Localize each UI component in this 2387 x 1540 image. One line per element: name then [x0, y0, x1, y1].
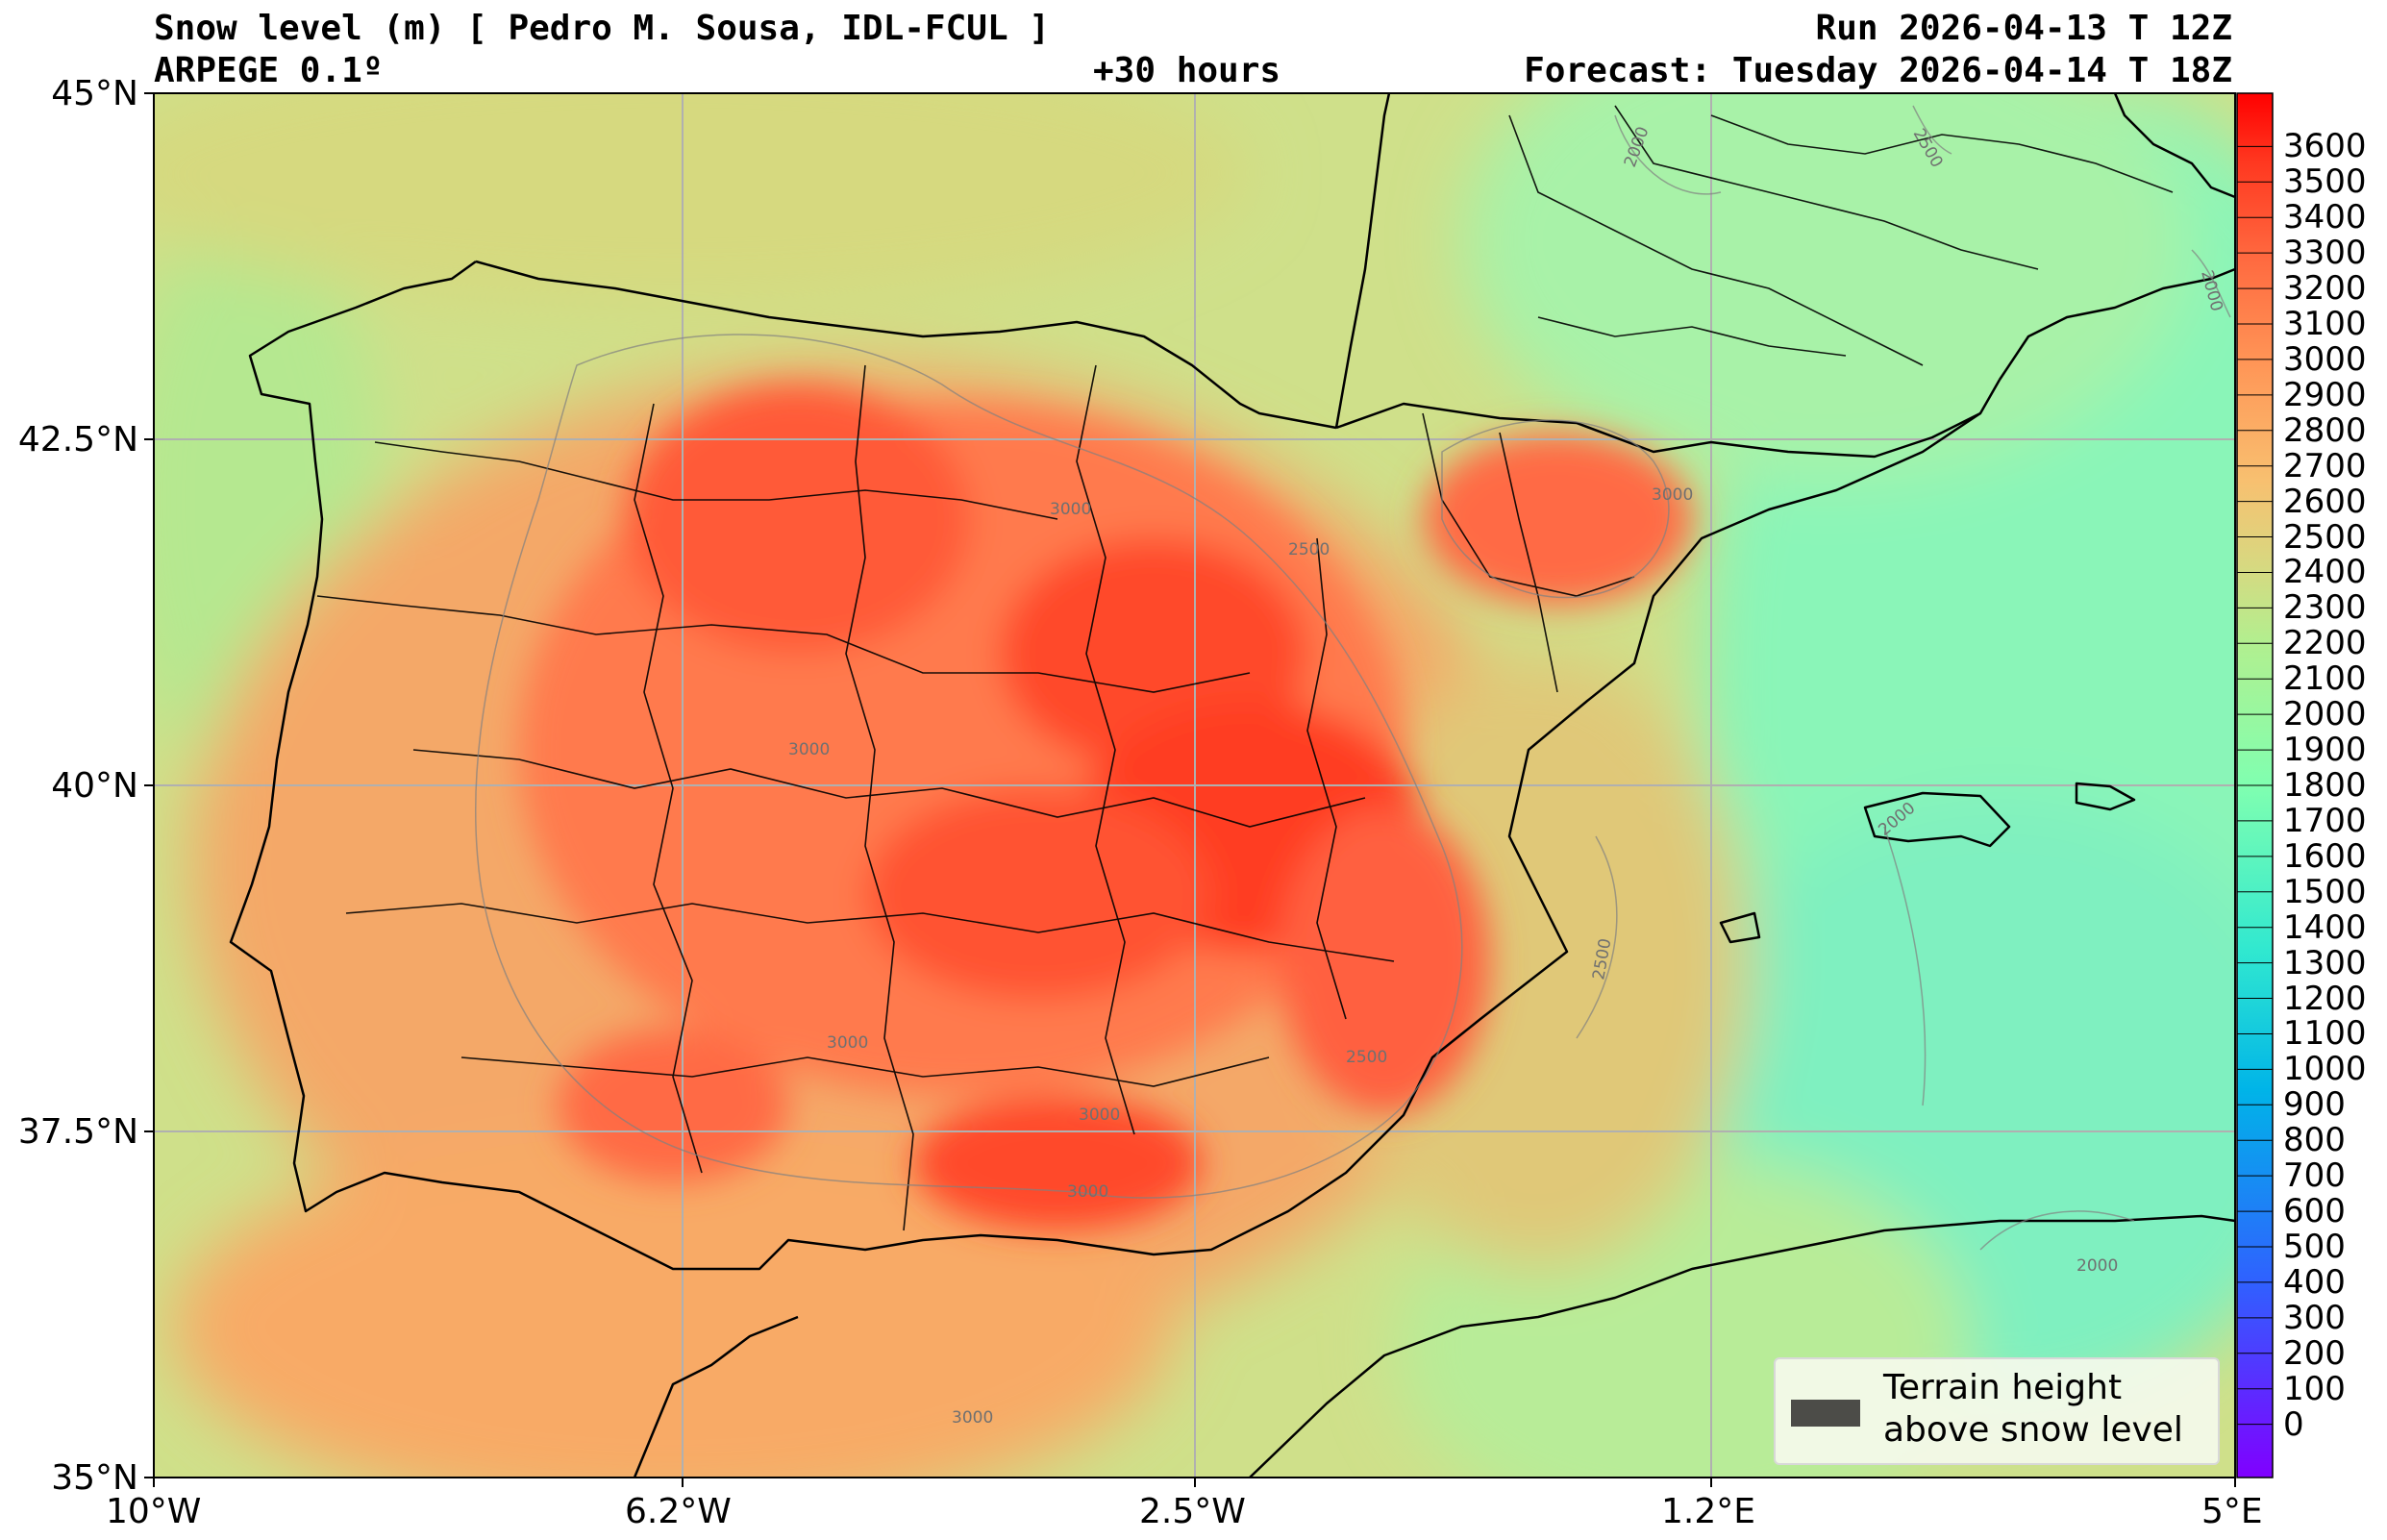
contour-label: 3000 — [1050, 500, 1091, 519]
colorbar-tick-label: 100 — [2283, 1369, 2346, 1408]
colorbar-tick-label: 3000 — [2283, 339, 2367, 379]
contour-label: 2500 — [1288, 540, 1330, 559]
lat-label: 42.5°N — [17, 420, 138, 460]
legend-line-1: Terrain height — [1883, 1368, 2123, 1407]
lon-label: 6.2°W — [625, 1492, 732, 1531]
colorbar-tick-label: 2800 — [2283, 410, 2367, 450]
contour-label: 3000 — [827, 1033, 868, 1053]
colorbar-tick-label: 2100 — [2283, 659, 2367, 699]
contour-label: 3000 — [788, 740, 830, 759]
coastlines — [229, 92, 2236, 1478]
colorbar-tick-label: 3600 — [2283, 127, 2367, 166]
colorbar-tick-label: 900 — [2283, 1085, 2346, 1125]
colorbar-tick-label: 3100 — [2283, 305, 2367, 343]
colorbar-tick-label: 1300 — [2283, 943, 2367, 982]
colorbar-tick-label: 300 — [2283, 1298, 2346, 1337]
contour-label: 2000 — [2076, 1256, 2118, 1276]
lon-label: 2.5°W — [1139, 1492, 1246, 1531]
forecast-time: Forecast: Tuesday 2026-04-14 T 18Z — [1524, 51, 2232, 90]
colorbar-tick-label: 800 — [2283, 1121, 2346, 1160]
colorbar-tick-label: 2300 — [2283, 588, 2367, 628]
colorbar-tick-label: 2900 — [2283, 375, 2367, 414]
legend: Terrain height above snow level — [1774, 1357, 2220, 1465]
legend-line-2: above snow level — [1883, 1410, 2183, 1450]
colorbar-tick-label: 3300 — [2283, 234, 2367, 273]
colorbar-tick-label: 1800 — [2283, 766, 2367, 805]
colorbar-tick-label: 2000 — [2283, 695, 2367, 734]
colorbar-tick-label: 1100 — [2283, 1014, 2367, 1054]
colorbar-tick-label: 2700 — [2283, 446, 2367, 485]
region-borders — [316, 105, 2174, 1231]
colorbar-tick-label: 1500 — [2283, 872, 2367, 911]
colorbar — [2236, 92, 2274, 1478]
colorbar-tick-label: 2600 — [2283, 482, 2367, 521]
colorbar-tick-label: 3400 — [2283, 198, 2367, 237]
contour-lines — [474, 105, 2231, 1251]
colorbar-tick-label: 500 — [2283, 1228, 2346, 1266]
colorbar-tick-label: 700 — [2283, 1156, 2346, 1196]
contour-label-group: 3000 2500 3000 3000 3000 3000 3000 2500 … — [788, 124, 2226, 1428]
colorbar-tick-label: 3200 — [2283, 269, 2367, 309]
colorbar-tick-label: 3500 — [2283, 162, 2367, 202]
colorbar-tick-label: 1000 — [2283, 1050, 2367, 1089]
contour-label: 3000 — [1067, 1182, 1108, 1202]
lon-label: 10°W — [106, 1492, 202, 1531]
lat-label: 35°N — [51, 1458, 138, 1498]
map-title: Snow level (m) [ Pedro M. Sousa, IDL-FCU… — [154, 9, 1050, 48]
contour-label: 3000 — [1079, 1105, 1120, 1125]
contour-label: 3000 — [1652, 485, 1693, 505]
axis-ticks — [144, 92, 2236, 1487]
colorbar-tick-label: 600 — [2283, 1192, 2346, 1231]
snow-level-field — [154, 93, 2235, 1478]
colorbar-tick-label: 1900 — [2283, 731, 2367, 770]
colorbar-tick-label: 1400 — [2283, 907, 2367, 947]
colorbar-tick-label: 1600 — [2283, 836, 2367, 876]
colorbar-tick-label: 2500 — [2283, 517, 2367, 557]
lat-label: 37.5°N — [17, 1112, 138, 1152]
lat-label: 45°N — [51, 74, 138, 113]
colorbar-tick-label: 2200 — [2283, 624, 2367, 663]
lon-label: 1.2°E — [1661, 1492, 1755, 1531]
run-time: Run 2026-04-13 T 12Z — [1815, 9, 2232, 48]
contour-label: 3000 — [952, 1408, 993, 1428]
colorbar-tick-label: 0 — [2283, 1404, 2304, 1444]
lon-label: 5°E — [2201, 1492, 2263, 1531]
colorbar-tick-label: 1200 — [2283, 979, 2367, 1018]
colorbar-tick-label: 200 — [2283, 1333, 2346, 1373]
graticule — [154, 93, 2235, 1478]
lat-label: 40°N — [51, 766, 138, 806]
colorbar-tick-label: 2400 — [2283, 553, 2367, 592]
legend-text: Terrain height above snow level — [1883, 1367, 2183, 1452]
model-name: ARPEGE 0.1º — [154, 51, 384, 90]
colorbar-tick-label: 1700 — [2283, 801, 2367, 840]
contour-label: 2500 — [1346, 1048, 1387, 1067]
lead-time: +30 hours — [1093, 51, 1281, 90]
legend-swatch — [1791, 1400, 1860, 1427]
colorbar-tick-label: 400 — [2283, 1262, 2346, 1302]
